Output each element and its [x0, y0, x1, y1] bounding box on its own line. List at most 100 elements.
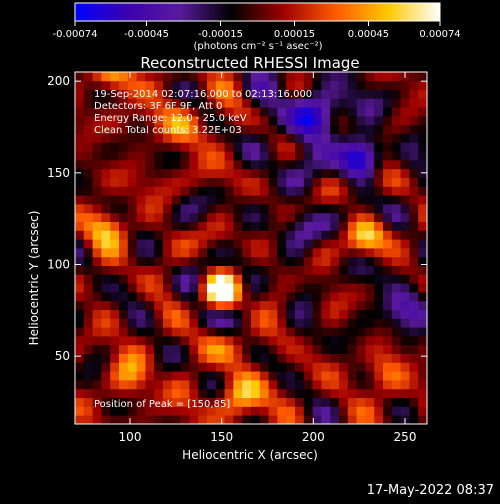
heatmap-cell — [356, 292, 366, 302]
heatmap-cell — [110, 388, 120, 398]
heatmap-cell — [400, 362, 410, 372]
heatmap-cell — [286, 397, 296, 407]
heatmap-cell — [383, 300, 393, 310]
heatmap-cell — [409, 160, 419, 170]
heatmap-cell — [303, 230, 313, 240]
heatmap-cell — [251, 142, 261, 152]
heatmap-cell — [242, 186, 252, 196]
heatmap-cell — [356, 133, 366, 143]
heatmap-cell — [374, 80, 384, 90]
heatmap-cell — [303, 80, 313, 90]
heatmap-cell — [251, 80, 261, 90]
heatmap-cell — [242, 195, 252, 205]
heatmap-cell — [418, 353, 428, 363]
heatmap-cell — [189, 98, 199, 108]
heatmap-cell — [189, 300, 199, 310]
heatmap-cell — [383, 248, 393, 258]
heatmap-cell — [101, 318, 111, 328]
heatmap-cell — [295, 116, 305, 126]
heatmap-cell — [75, 221, 85, 231]
heatmap-cell — [321, 336, 331, 346]
heatmap-cell — [409, 327, 419, 337]
heatmap-cell — [374, 309, 384, 319]
heatmap-cell — [312, 415, 322, 425]
heatmap-cell — [180, 309, 190, 319]
info-line: Detectors: 3F 6F 9F, Att 0 — [94, 101, 222, 112]
heatmap-cell — [233, 362, 243, 372]
heatmap-cell — [400, 309, 410, 319]
heatmap-cell — [242, 397, 252, 407]
heatmap-cell — [119, 344, 129, 354]
heatmap-cell — [286, 415, 296, 425]
heatmap-cell — [418, 309, 428, 319]
heatmap-cell — [75, 415, 85, 425]
heatmap-cell — [83, 80, 93, 90]
heatmap-cell — [215, 283, 225, 293]
x-tick-label: 250 — [394, 430, 417, 444]
heatmap-cell — [339, 274, 349, 284]
heatmap-cell — [251, 336, 261, 346]
heatmap-cell — [400, 89, 410, 99]
heatmap-cell — [391, 274, 401, 284]
heatmap-cell — [198, 230, 208, 240]
heatmap-cell — [154, 327, 164, 337]
heatmap-cell — [339, 362, 349, 372]
heatmap-cell — [409, 72, 419, 82]
heatmap-cell — [75, 107, 85, 117]
heatmap-cell — [136, 283, 146, 293]
heatmap-cell — [321, 195, 331, 205]
heatmap-cell — [127, 248, 137, 258]
heatmap-cell — [145, 89, 155, 99]
heatmap-cell — [400, 353, 410, 363]
heatmap-cell — [409, 239, 419, 249]
heatmap-cell — [154, 353, 164, 363]
heatmap-cell — [198, 212, 208, 222]
heatmap-cell — [418, 300, 428, 310]
heatmap-cell — [180, 327, 190, 337]
heatmap-cell — [374, 124, 384, 134]
heatmap-cell — [154, 292, 164, 302]
heatmap-cell — [189, 344, 199, 354]
heatmap-cell — [171, 98, 181, 108]
heatmap-cell — [330, 265, 340, 275]
heatmap-cell — [189, 204, 199, 214]
heatmap-cell — [251, 344, 261, 354]
heatmap-cell — [295, 239, 305, 249]
heatmap-cell — [277, 98, 287, 108]
heatmap-cell — [391, 204, 401, 214]
heatmap-cell — [259, 204, 269, 214]
heatmap-cell — [259, 133, 269, 143]
heatmap-cell — [374, 239, 384, 249]
heatmap-cell — [268, 336, 278, 346]
heatmap-cell — [268, 80, 278, 90]
heatmap-cell — [286, 256, 296, 266]
heatmap-cell — [136, 309, 146, 319]
heatmap-cell — [295, 388, 305, 398]
heatmap-cell — [101, 362, 111, 372]
heatmap-cell — [198, 300, 208, 310]
heatmap-cell — [224, 221, 234, 231]
heatmap-cell — [110, 327, 120, 337]
heatmap-cell — [268, 274, 278, 284]
heatmap-cell — [127, 142, 137, 152]
heatmap-cell — [180, 274, 190, 284]
heatmap-cell — [418, 397, 428, 407]
heatmap-cell — [189, 168, 199, 178]
heatmap-cell — [268, 177, 278, 187]
heatmap-cell — [136, 142, 146, 152]
heatmap-cell — [383, 380, 393, 390]
heatmap-cell — [127, 168, 137, 178]
heatmap-cell — [101, 195, 111, 205]
heatmap-cell — [286, 362, 296, 372]
heatmap-cell — [101, 300, 111, 310]
heatmap-cell — [215, 98, 225, 108]
heatmap-cell — [312, 107, 322, 117]
heatmap-cell — [400, 133, 410, 143]
heatmap-cell — [312, 230, 322, 240]
heatmap-cell — [251, 256, 261, 266]
heatmap-cell — [180, 195, 190, 205]
heatmap-cell — [224, 177, 234, 187]
heatmap-cell — [383, 309, 393, 319]
heatmap-cell — [127, 406, 137, 416]
